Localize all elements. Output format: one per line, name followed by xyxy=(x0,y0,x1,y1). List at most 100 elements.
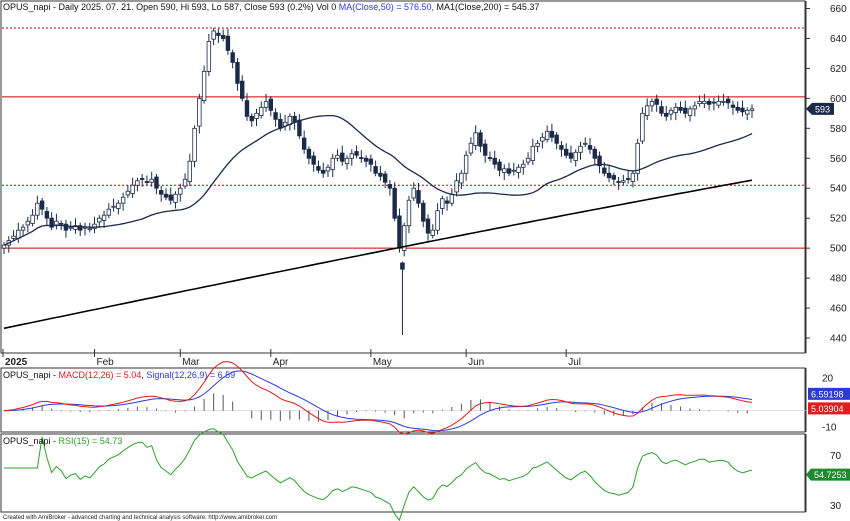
candle-body xyxy=(516,166,521,173)
candle-body xyxy=(392,187,397,219)
candle-body xyxy=(197,97,202,127)
candle-body xyxy=(573,151,578,161)
candle-body xyxy=(230,52,235,63)
candle-body xyxy=(449,193,455,204)
candle-body xyxy=(144,181,150,183)
candle-body xyxy=(735,106,740,111)
candle-body xyxy=(273,112,278,120)
candle-body xyxy=(278,118,283,129)
price-tick-label: 620 xyxy=(830,64,847,75)
candle-body xyxy=(235,62,240,84)
rsi-line xyxy=(4,428,753,521)
candle-body xyxy=(402,225,407,251)
candle-body xyxy=(473,132,478,146)
candle-body xyxy=(120,196,126,204)
candle-body xyxy=(649,100,655,107)
candle-body xyxy=(716,100,721,106)
candle-body xyxy=(159,190,164,195)
candle-body xyxy=(535,142,540,147)
candle-body xyxy=(640,112,645,142)
candle-body xyxy=(583,142,588,145)
footer-credit: Created with AmiBroker - advanced charti… xyxy=(3,515,277,521)
candle-body xyxy=(664,112,669,117)
price-tick-label: 640 xyxy=(830,34,847,45)
candle-body xyxy=(49,217,54,228)
header-symbol: OPUS_napi xyxy=(3,2,51,12)
candle-body xyxy=(330,157,335,170)
candle-body xyxy=(725,98,731,104)
candle-body xyxy=(644,105,650,116)
candle-body xyxy=(559,145,564,150)
candle-body xyxy=(478,132,483,147)
candle-body xyxy=(502,168,507,173)
candle-body xyxy=(435,210,440,231)
candle-body xyxy=(506,168,512,174)
macd-histogram xyxy=(2,393,806,422)
candle-body xyxy=(301,137,307,150)
macd-symbol: OPUS_napi xyxy=(3,370,51,380)
candle-body xyxy=(544,130,550,140)
candle-body xyxy=(73,225,78,230)
candle-body xyxy=(316,166,321,171)
candle-body xyxy=(192,127,197,162)
price-tick-label: 540 xyxy=(830,184,847,195)
candle-body xyxy=(587,145,593,150)
rsi-badge xyxy=(806,468,850,481)
last-price-badge: 593 xyxy=(806,102,834,115)
candle-body xyxy=(468,142,474,154)
candle-body xyxy=(578,145,583,153)
candle-body xyxy=(425,218,431,234)
candle-body xyxy=(259,106,264,116)
candle-body xyxy=(306,148,312,159)
macd-badge xyxy=(808,387,850,400)
candle-body xyxy=(525,157,531,163)
candle-body xyxy=(168,194,173,201)
rsi-header: OPUS_napi - RSI(15) = 54.73 xyxy=(3,436,122,446)
month-label: 2025 xyxy=(5,357,28,368)
candle-body xyxy=(254,112,259,119)
candle-body xyxy=(411,187,416,199)
candle-body xyxy=(187,160,193,182)
macd-tick-label: -10 xyxy=(822,423,837,434)
candle-body xyxy=(78,225,83,231)
candle-body xyxy=(206,41,212,72)
candle-body xyxy=(340,152,345,162)
candle-body xyxy=(635,142,640,174)
candle-body xyxy=(63,223,69,231)
price-tick-label: 460 xyxy=(830,304,847,315)
candle-body xyxy=(549,130,555,138)
candle-body xyxy=(492,157,497,165)
candle-body xyxy=(220,35,226,39)
header-ma200: MA1(Close,200) = 545.37 xyxy=(434,2,539,12)
candle-body xyxy=(683,107,688,114)
candle-body xyxy=(368,158,374,165)
candle-body xyxy=(740,107,745,113)
candle-body xyxy=(39,200,45,210)
candle-body xyxy=(440,198,445,209)
candle-body xyxy=(706,100,712,105)
candle-body xyxy=(463,154,469,174)
price-tick-label: 560 xyxy=(830,154,847,165)
candle-body xyxy=(354,151,359,156)
candle-body xyxy=(139,178,145,180)
candle-body xyxy=(430,229,435,236)
ma50-line xyxy=(3,114,753,246)
last-price-label: 593 xyxy=(815,104,830,114)
month-label: May xyxy=(373,357,392,368)
macd-series-label: MACD(12,26) = 5.04 xyxy=(59,370,142,380)
rsi-tick-label: 70 xyxy=(830,451,842,462)
candle-body xyxy=(321,169,326,174)
candle-body xyxy=(335,154,340,159)
macd-tick-label: 20 xyxy=(822,373,834,384)
candle-body xyxy=(58,223,64,225)
candles xyxy=(1,27,755,336)
candle-body xyxy=(268,98,274,111)
candle-body xyxy=(444,200,450,204)
candle-body xyxy=(625,178,631,180)
signal-series-label: Signal(12,26,9) = 6.59 xyxy=(146,370,235,380)
price-header: OPUS_napi - Daily 2025. 07. 21. Open 590… xyxy=(3,2,539,12)
candle-body xyxy=(616,181,621,183)
candle-body xyxy=(20,226,26,231)
candle-body xyxy=(540,136,545,142)
